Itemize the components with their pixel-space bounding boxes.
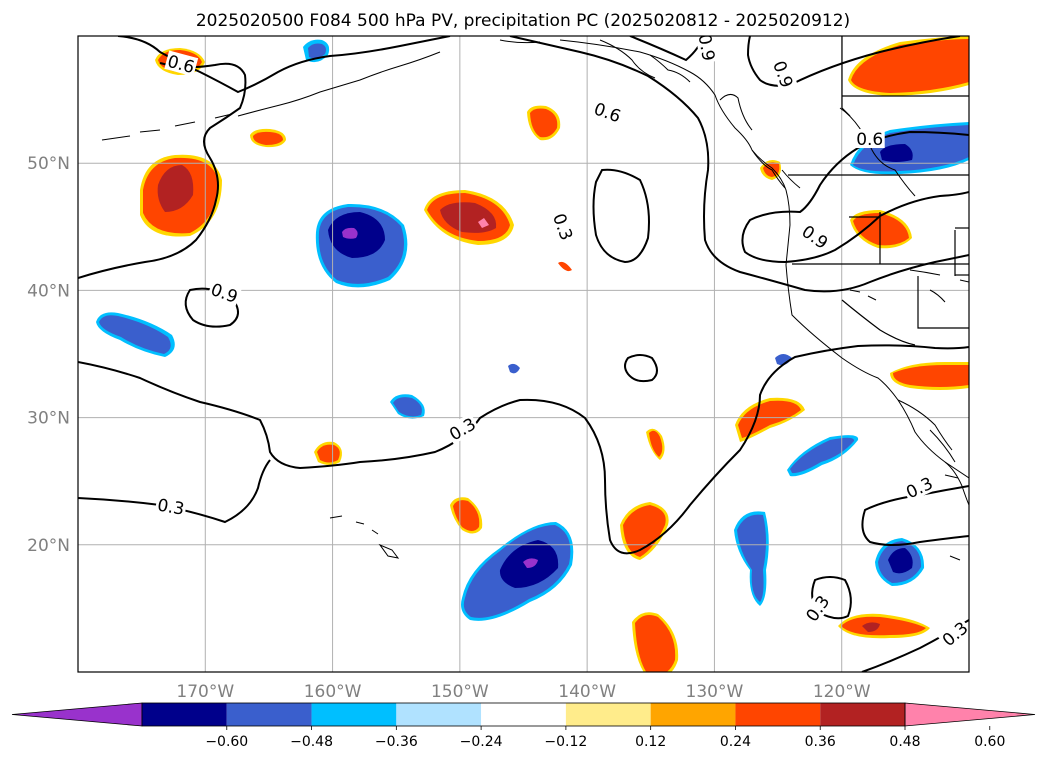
precip-blob-negative: [734, 511, 769, 606]
contour-label: 0.9: [694, 33, 720, 64]
precip-blob-positive: [646, 428, 665, 460]
contour-label-bg: [937, 616, 969, 651]
contour-label: 0.6: [854, 129, 885, 150]
contour-label-text: 0.6: [856, 130, 883, 150]
contour-label-bg: [590, 97, 626, 126]
precip-blob-positive: [632, 612, 679, 672]
precip-blob-positive: [558, 261, 572, 272]
precip-blob-positive: [424, 190, 514, 245]
colorbar-extend-low: [11, 702, 143, 727]
precip-blob-negative: [390, 394, 425, 419]
colorbar-tick-label: −0.24: [460, 734, 503, 750]
contour-label-bg: [800, 590, 834, 626]
colorbar-swatch: [565, 703, 651, 726]
colorbar-tick-label: 0.48: [889, 734, 920, 750]
map-panel: 0.6 0.90.90.60.60.3 0.90.90.30.30.30.30.3: [77, 33, 970, 673]
lon-tick-label: 120°W: [813, 682, 871, 702]
colorbar-tick-label: 0.60: [974, 734, 1005, 750]
precip-shading: [96, 36, 969, 672]
contour-label-bg: [444, 412, 480, 445]
lat-tick-label: 40°N: [27, 281, 70, 301]
contour-label-bg: [154, 494, 188, 519]
borders: [788, 36, 969, 346]
precip-blob-negative: [461, 522, 574, 621]
contour-label-bg: [854, 129, 885, 149]
colorbar: −0.60 −0.48 −0.36 −0.24 −0.12 0.12 0.24 0.36 0.4…: [11, 702, 1036, 750]
contour-label-bg: [901, 472, 937, 503]
figure-title: 2025020500 F084 500 hPa PV, precipitatio…: [196, 11, 850, 31]
lon-tick-label: 170°W: [176, 682, 234, 702]
lon-tick-label: 160°W: [304, 682, 362, 702]
contour-label-text: 0.9: [694, 33, 718, 63]
map-content: 0.6 0.90.90.60.60.3 0.90.90.30.30.30.30.3: [78, 33, 969, 672]
colorbar-tick-label: −0.48: [290, 734, 333, 750]
colorbar-tick-label: 0.36: [805, 734, 836, 750]
contour-label: 0.3: [154, 494, 188, 520]
precip-blob-negative: [875, 538, 925, 586]
contour-label-bg: [769, 56, 798, 92]
colorbar-frame: [141, 702, 906, 727]
colorbar-swatch: [481, 703, 566, 726]
colorbar-swatch: [735, 703, 821, 726]
precip-blob-positive: [250, 128, 286, 148]
colorbar-swatch: [650, 703, 736, 726]
lat-tick-label: 20°N: [27, 536, 70, 556]
precip-blob-positive: [140, 154, 222, 237]
longitude-labels: 170°W 160°W 150°W 140°W 130°W 120°W: [176, 682, 870, 702]
contour-label-bg: [695, 36, 720, 64]
lat-tick-label: 30°N: [27, 409, 70, 429]
contour-label: 0.9: [768, 56, 798, 92]
lon-tick-label: 130°W: [686, 682, 744, 702]
precip-blob-positive: [850, 210, 912, 249]
colorbar-swatch: [820, 703, 905, 726]
precip-blob-positive: [838, 613, 930, 639]
precip-blob-negative: [96, 312, 175, 357]
colorbar-tick-label: −0.36: [375, 734, 418, 750]
latitude-labels: 50°N 40°N 30°N 20°N: [27, 154, 70, 556]
precip-blob-positive: [735, 397, 805, 442]
precip-blob-negative: [315, 203, 408, 288]
colorbar-extend-high: [904, 702, 1036, 727]
pv-contours: [78, 36, 969, 672]
lat-tick-label: 50°N: [27, 154, 70, 174]
contour-label-bg: [164, 50, 199, 77]
precip-blob-positive: [890, 362, 969, 390]
lon-tick-label: 140°W: [558, 682, 616, 702]
colorbar-swatch: [142, 703, 227, 726]
colorbar-swatch: [226, 703, 312, 726]
contour-label-text: 0.3: [156, 495, 186, 519]
precip-blob-positive: [620, 502, 669, 560]
precip-blob-positive: [527, 105, 561, 141]
precip-blob-negative: [508, 363, 520, 374]
map-frame: [77, 35, 970, 673]
precip-blob-positive: [314, 441, 342, 465]
contour-label-bg: [797, 220, 834, 253]
precip-blob-negative: [787, 435, 859, 477]
colorbar-tick-label: −0.60: [205, 734, 248, 750]
colorbar-tick-label: 0.24: [720, 734, 751, 750]
colorbar-swatch: [311, 703, 397, 726]
contour-label-bg: [207, 278, 242, 307]
colorbar-swatch: [396, 703, 482, 726]
contour-label-bg: [549, 209, 578, 244]
colorbar-tick-label: −0.12: [544, 734, 587, 750]
lon-tick-label: 150°W: [431, 682, 489, 702]
colorbar-tick-label: 0.12: [635, 734, 666, 750]
